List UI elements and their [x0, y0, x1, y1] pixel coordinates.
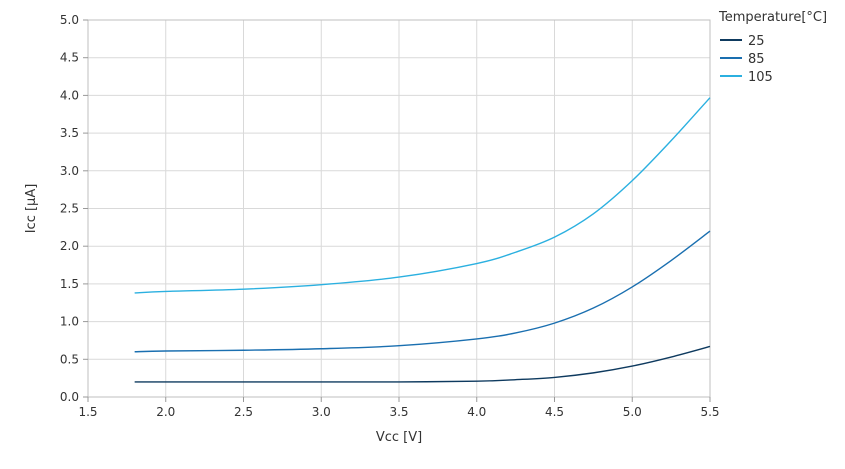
grid	[87, 19, 711, 398]
x-axis-title: Vcc [V]	[376, 430, 422, 445]
series-line-85	[134, 230, 711, 353]
legend: Temperature[°C] 25 85 105	[718, 10, 827, 85]
y-tick-label: 4.5	[60, 51, 79, 65]
legend-label-85: 85	[748, 52, 765, 67]
x-tick-label: 4.0	[467, 405, 486, 419]
y-tick-label: 0.5	[60, 352, 79, 366]
y-axis-title: Icc [µA]	[24, 184, 39, 234]
y-tick-label: 2.5	[60, 202, 79, 216]
y-tick-label: 4.0	[60, 88, 79, 102]
legend-label-25: 25	[748, 34, 765, 49]
y-tick-label: 3.0	[60, 164, 79, 178]
y-tick-label: 2.0	[60, 239, 79, 253]
y-tick-label: 5.0	[60, 13, 79, 27]
y-tick-label: 1.5	[60, 277, 79, 291]
x-tick-label: 4.5	[545, 405, 564, 419]
series-layer	[134, 97, 711, 383]
y-tick-label: 3.5	[60, 126, 79, 140]
x-tick-label: 3.5	[389, 405, 408, 419]
x-tick-label: 3.0	[312, 405, 331, 419]
legend-title: Temperature[°C]	[718, 10, 827, 25]
y-tick-label: 0.0	[60, 390, 79, 404]
x-tick-label: 1.5	[78, 405, 97, 419]
series-line-105	[134, 97, 711, 294]
x-tick-label: 5.5	[700, 405, 719, 419]
x-tick-label: 5.0	[623, 405, 642, 419]
series-line-25	[134, 345, 711, 383]
x-axis-ticks: 1.5 2.0 2.5 3.0 3.5 4.0 4.5 5.0 5.5	[78, 397, 720, 419]
x-tick-label: 2.0	[156, 405, 175, 419]
legend-label-105: 105	[748, 70, 773, 85]
y-axis-ticks: 0.0 0.5 1.0 1.5 2.0 2.5 3.0 3.5 4.0 4.5 5.0	[60, 13, 88, 404]
x-tick-label: 2.5	[234, 405, 253, 419]
y-tick-label: 1.0	[60, 315, 79, 329]
